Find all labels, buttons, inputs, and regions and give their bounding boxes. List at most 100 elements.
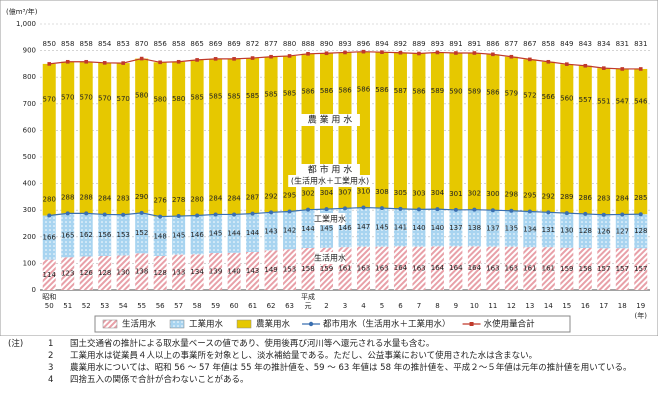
marker	[398, 50, 403, 55]
bar-segment	[116, 214, 130, 256]
x-tick-label: 元	[305, 302, 312, 310]
value-label: 586	[357, 86, 371, 94]
value-label: 585	[227, 93, 240, 101]
value-label: 877	[505, 40, 518, 48]
value-label: 856	[153, 40, 167, 48]
bar-segment	[42, 63, 56, 216]
x-tick-label: 2	[324, 302, 328, 310]
marker	[583, 63, 588, 68]
value-label: 310	[357, 188, 370, 196]
value-label: 130	[116, 269, 129, 277]
value-label: 831	[634, 40, 647, 48]
x-tick-label: 52	[82, 302, 91, 310]
annotation-bg	[288, 175, 372, 187]
bar-segment	[393, 208, 407, 247]
x-tick-label: 58	[193, 302, 202, 310]
value-label: 276	[153, 197, 167, 205]
bar-segment	[541, 61, 555, 213]
bar-segment	[135, 58, 149, 213]
value-label: 585	[190, 94, 203, 102]
value-label: 284	[227, 194, 241, 202]
value-label: 290	[135, 193, 148, 201]
bar-segment	[523, 211, 537, 248]
marker	[102, 61, 107, 65]
legend-swatch	[169, 319, 185, 329]
x-tick-label: 16	[581, 302, 590, 310]
value-label: 580	[153, 95, 166, 103]
x-tick-label: 7	[417, 302, 421, 310]
bar-segment	[135, 253, 149, 290]
bar-segment	[356, 51, 370, 208]
marker	[287, 54, 292, 58]
x-tick-label: 54	[119, 302, 128, 310]
marker	[287, 209, 292, 214]
x-tick-label: 4	[361, 302, 366, 310]
value-label: 585	[264, 91, 277, 99]
value-label: 153	[283, 266, 296, 274]
value-label: 161	[542, 265, 555, 273]
bar-segment	[375, 208, 389, 247]
marker	[546, 210, 551, 215]
bar-segment	[393, 246, 407, 290]
note-label	[8, 362, 48, 374]
annotation: 都 市 用 水	[308, 164, 353, 176]
annotation: 工業用水	[314, 214, 346, 224]
value-label: 869	[227, 40, 240, 48]
bar-segment	[412, 209, 426, 247]
bar-segment	[227, 252, 241, 290]
value-label: 888	[301, 40, 314, 48]
marker	[47, 213, 52, 218]
marker	[435, 207, 440, 212]
marker	[379, 206, 384, 211]
marker	[121, 212, 126, 217]
y-tick-label: 300	[23, 206, 36, 214]
value-label: 586	[320, 87, 334, 95]
marker	[65, 59, 70, 64]
legend-marker	[469, 322, 474, 326]
value-label: 288	[80, 193, 93, 201]
marker	[361, 205, 366, 210]
bar-segment	[153, 255, 167, 290]
marker	[361, 49, 366, 54]
bar-segment	[227, 58, 241, 215]
bar-segment	[61, 257, 75, 290]
value-label: 590	[449, 87, 462, 95]
value-label: 891	[468, 40, 481, 48]
bar-segment	[597, 214, 611, 249]
value-label: 137	[486, 224, 499, 232]
value-label: 166	[43, 234, 57, 242]
marker	[139, 210, 144, 215]
value-label: 869	[209, 40, 222, 48]
value-label: 880	[283, 40, 296, 48]
value-label: 163	[357, 264, 370, 272]
bar-segment	[449, 52, 463, 210]
marker	[416, 207, 421, 212]
legend-label: 農業用水	[256, 319, 291, 330]
x-tick-label: 59	[211, 302, 220, 310]
value-label: 872	[246, 40, 259, 48]
value-label: 858	[80, 40, 93, 48]
value-label: 141	[394, 224, 407, 232]
value-label: 300	[486, 190, 499, 198]
legend: 生活用水 工業用水 農業用水 都市用水（生活用水＋工業用水） 水使用量合計	[94, 315, 571, 333]
note-number: 1	[48, 339, 54, 349]
bar-segment	[375, 52, 389, 209]
value-label: 140	[412, 224, 425, 232]
marker	[195, 58, 199, 62]
value-label: 854	[98, 40, 112, 48]
value-label: 858	[542, 40, 555, 48]
y-unit: (億m³/年)	[6, 7, 38, 16]
note-label	[8, 374, 48, 386]
bar-segment	[615, 248, 629, 290]
value-label: 158	[579, 265, 592, 273]
value-label: 305	[394, 189, 407, 197]
value-label: 307	[338, 188, 351, 196]
x-tick-label: 15	[562, 302, 571, 310]
x-tick-label: 17	[599, 302, 608, 310]
x-tick-label: 5	[380, 302, 384, 310]
bar-segment	[172, 61, 186, 217]
value-label: 284	[98, 194, 112, 202]
annotation-bg	[314, 252, 346, 264]
bar-segment	[412, 53, 426, 210]
bar-segment	[190, 215, 204, 255]
